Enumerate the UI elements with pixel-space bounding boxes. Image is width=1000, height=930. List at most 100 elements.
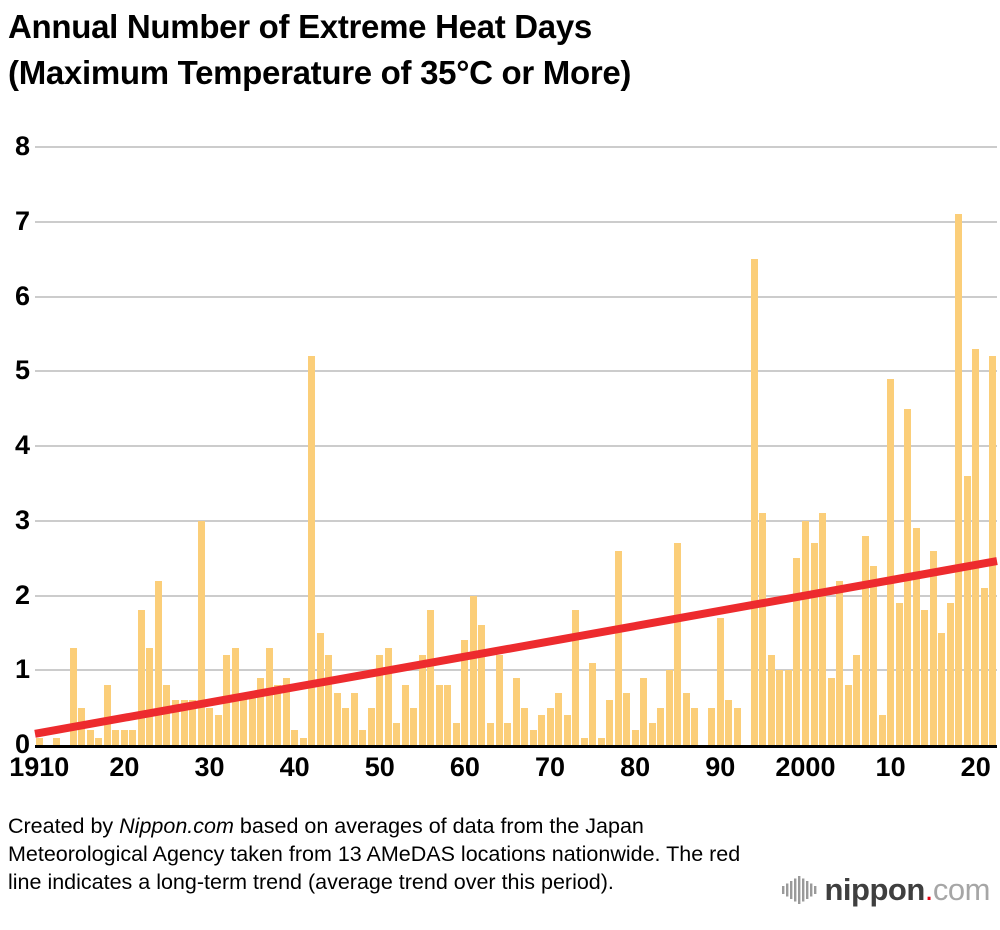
source-note-brand: Nippon.com [119, 814, 234, 838]
bar-1948 [359, 730, 367, 745]
bar-1957 [435, 685, 443, 745]
bar-1996 [767, 655, 775, 745]
bar-1969 [538, 715, 546, 745]
bar-2002 [819, 513, 827, 745]
bar-2019 [963, 475, 971, 745]
nippon-logo-tld: com [932, 872, 991, 907]
x-axis-label-1950: 50 [364, 752, 395, 782]
bar-1934 [240, 692, 248, 745]
gridline [35, 669, 997, 672]
bar-1929 [197, 520, 205, 745]
bar-1963 [487, 722, 494, 745]
gridline [35, 295, 997, 298]
bar-1982 [648, 722, 656, 745]
bar-1964 [495, 655, 503, 745]
bar-1990 [716, 617, 724, 745]
bar-1978 [614, 550, 622, 745]
y-axis-label-1: 1 [14, 654, 30, 685]
bar-1921 [129, 730, 137, 745]
y-axis-label-8: 8 [14, 131, 30, 161]
x-axis-label-1970: 70 [535, 752, 566, 782]
bar-1981 [640, 677, 648, 745]
waveform-icon [781, 876, 816, 904]
chart-title-line1: Annual Number of Extreme Heat Days [8, 8, 592, 45]
bar-1923 [146, 647, 154, 745]
gridline [35, 445, 997, 447]
bar-1994 [750, 259, 758, 745]
bar-1998 [784, 670, 792, 745]
x-axis-label-2010: 10 [875, 752, 906, 782]
gridline [35, 146, 997, 148]
bar-1976 [597, 737, 605, 745]
bar-1937 [265, 647, 273, 745]
bar-1984 [665, 670, 673, 745]
bar-1962 [478, 625, 486, 745]
bar-2014 [921, 610, 929, 745]
bar-1940 [291, 730, 299, 745]
bar-1939 [282, 677, 290, 745]
bar-1922 [137, 610, 145, 745]
bar-1944 [325, 655, 333, 745]
bar-2011 [895, 602, 903, 745]
bar-1931 [214, 715, 222, 745]
bar-1970 [546, 707, 554, 745]
trend-line [34, 557, 998, 738]
bar-1977 [606, 700, 614, 745]
bar-2005 [844, 685, 852, 745]
bar-1960 [461, 640, 469, 745]
bar-1985 [674, 543, 682, 745]
bar-1918 [103, 685, 111, 745]
y-axis-label-2: 2 [14, 579, 30, 610]
chart: 0 1 2 3 4 5 6 7 8 1910 20 30 40 50 60 70 80 90 2000 10 20 [9, 131, 998, 782]
bar-1956 [427, 610, 435, 745]
bar-1916 [86, 730, 94, 745]
chart-title-line2: (Maximum Temperature of 35°C or More) [8, 53, 632, 91]
gridline [35, 594, 997, 597]
bar-1980 [631, 730, 639, 745]
bar-2007 [861, 535, 869, 745]
gridline [35, 370, 997, 373]
bar-2017 [946, 602, 954, 745]
nippon-logo: nippon.com [781, 872, 991, 908]
bar-1992 [733, 707, 741, 745]
bar-1966 [512, 677, 520, 745]
bar-1919 [112, 730, 120, 745]
bar-2000 [801, 520, 809, 745]
bar-1972 [563, 715, 571, 745]
bar-1917 [95, 737, 103, 745]
bar-2004 [836, 580, 844, 745]
bar-2018 [955, 214, 963, 745]
x-axis-label-1920: 20 [109, 752, 140, 782]
bar-1928 [189, 700, 197, 745]
bar-1986 [682, 692, 690, 745]
bar-1961 [469, 595, 477, 745]
y-axis-label-0: 0 [14, 729, 30, 759]
bar-2021 [980, 588, 988, 745]
bar-2010 [887, 378, 895, 745]
bar-1955 [418, 655, 426, 745]
bar-1965 [504, 722, 512, 745]
bar-1925 [163, 685, 171, 745]
bar-2006 [853, 655, 861, 745]
nippon-logo-dot: . [924, 872, 934, 907]
bar-2008 [870, 565, 878, 745]
bar-1941 [299, 737, 307, 745]
y-axis-label-3: 3 [14, 504, 30, 535]
nippon-logo-name: nippon [824, 872, 926, 907]
bar-2013 [912, 528, 920, 745]
bar-1958 [444, 685, 452, 745]
bar-1953 [401, 685, 409, 745]
chart-title: Annual Number of Extreme Heat Days (Maxi… [8, 4, 631, 95]
bar-1952 [393, 722, 401, 745]
x-axis-label-2020: 20 [960, 752, 991, 782]
bar-1951 [384, 647, 392, 745]
bar-1935 [248, 692, 256, 745]
bar-1924 [154, 580, 162, 745]
bar-1989 [708, 707, 716, 745]
x-axis-label-1960: 60 [449, 752, 480, 782]
bar-1979 [623, 692, 631, 745]
bar-1983 [657, 707, 665, 745]
y-axis-label-5: 5 [14, 355, 30, 386]
bar-1950 [376, 655, 384, 745]
